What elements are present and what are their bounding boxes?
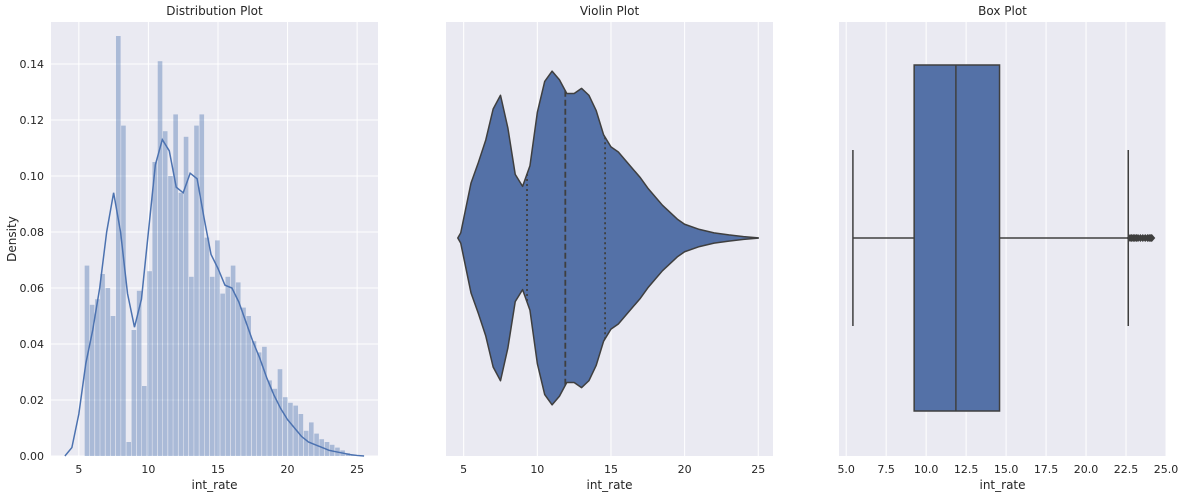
histogram-bar (251, 341, 257, 456)
histogram-bar (115, 36, 121, 456)
chart-title: Violin Plot (580, 4, 640, 18)
x-tick-label: 25 (751, 463, 765, 476)
plot-background (839, 22, 1166, 456)
histogram-bar (241, 307, 246, 456)
x-tick-label: 15.0 (994, 463, 1019, 476)
x-axis-label: int_rate (979, 478, 1025, 492)
histogram-bar (199, 114, 205, 457)
histogram-bar (215, 240, 220, 456)
histogram-bar (142, 386, 147, 456)
histogram-bar (168, 176, 173, 456)
histogram-bar (256, 352, 262, 456)
x-tick-label: 25 (350, 463, 364, 476)
histogram-bar (272, 388, 278, 456)
histogram-bar (121, 125, 126, 456)
histogram-bar (126, 442, 132, 456)
violin-body (457, 70, 760, 406)
x-tick-label: 15 (604, 463, 618, 476)
histogram-bar (157, 61, 163, 456)
chart-title: Distribution Plot (166, 4, 263, 18)
histogram-bar (131, 330, 137, 456)
y-tick-label: 0.14 (20, 58, 45, 71)
kde-line (64, 137, 365, 457)
histogram-bar (293, 405, 299, 456)
x-tick-label: 12.5 (954, 463, 979, 476)
x-tick-label: 20.0 (1074, 463, 1099, 476)
histogram-bar (220, 293, 225, 456)
histogram-bar (235, 282, 241, 456)
histogram-bar (147, 271, 152, 456)
x-tick-label: 25.0 (1154, 463, 1179, 476)
x-tick-label: 5 (75, 463, 82, 476)
histogram-bar (209, 276, 215, 456)
histogram-bar (95, 299, 100, 456)
histogram-bar (267, 380, 272, 456)
histogram-bar (178, 192, 184, 457)
x-tick-label: 20 (281, 463, 295, 476)
y-tick-label: 0.00 (20, 450, 45, 463)
panel-3 (839, 22, 1167, 456)
histogram-bar (204, 237, 210, 456)
histogram-bar (303, 430, 309, 456)
x-tick-label: 5 (460, 463, 467, 476)
y-tick-label: 0.12 (20, 114, 45, 127)
y-tick-label: 0.08 (20, 226, 45, 239)
x-tick-label: 20 (678, 463, 692, 476)
histogram-bar (225, 276, 231, 456)
x-tick-label: 10.0 (914, 463, 939, 476)
x-tick-label: 22.5 (1114, 463, 1139, 476)
y-axis-label: Density (5, 216, 19, 262)
outlier-marker (1148, 234, 1156, 242)
x-tick-label: 17.5 (1034, 463, 1059, 476)
histogram-bar (189, 276, 194, 456)
histogram-bar (230, 265, 236, 456)
y-tick-label: 0.10 (20, 170, 45, 183)
x-tick-label: 7.5 (877, 463, 895, 476)
histogram-bar (282, 397, 288, 456)
y-tick-label: 0.06 (20, 282, 45, 295)
panel-2 (446, 22, 773, 456)
histogram-bar (183, 136, 189, 457)
histogram-bar (100, 274, 105, 456)
box-iqr (913, 64, 1001, 412)
histogram-bar (162, 131, 168, 456)
histogram-bar (194, 125, 199, 456)
x-tick-label: 10 (530, 463, 544, 476)
x-tick-label: 5.0 (837, 463, 855, 476)
y-tick-label: 0.02 (20, 394, 45, 407)
histogram-bar (105, 288, 111, 456)
x-tick-label: 10 (141, 463, 155, 476)
histogram-bar (152, 162, 158, 456)
histogram-bar (308, 422, 314, 456)
panel-1 (51, 22, 378, 457)
chart-title: Box Plot (978, 4, 1027, 18)
x-axis-label: int_rate (191, 478, 237, 492)
x-tick-label: 15 (211, 463, 225, 476)
histogram-bar (110, 316, 116, 456)
histogram-bar (89, 304, 95, 456)
x-axis-label: int_rate (586, 478, 632, 492)
histogram-bar (262, 346, 267, 456)
histogram-bar (288, 402, 293, 456)
histogram-bar (246, 316, 251, 456)
histogram-bar (173, 114, 178, 457)
histogram-bar (277, 369, 283, 456)
histogram-bar (136, 290, 142, 456)
y-tick-label: 0.04 (20, 338, 45, 351)
